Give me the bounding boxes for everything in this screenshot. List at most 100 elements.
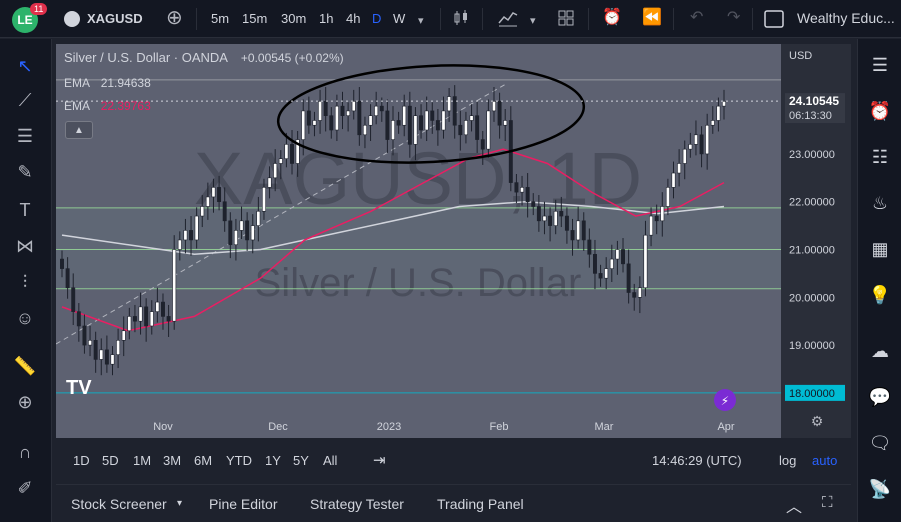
chevron-down-icon[interactable]: ▾	[530, 15, 536, 27]
streams-icon[interactable]: ☁	[871, 340, 889, 361]
range-1m[interactable]: 1M	[133, 453, 152, 468]
hand-drawn-ellipse[interactable]	[276, 58, 587, 170]
hotlist-icon[interactable]: ♨	[871, 192, 889, 213]
maximize-panel-icon[interactable]: ⛶	[822, 494, 833, 511]
candle	[88, 340, 93, 346]
candle	[166, 316, 171, 322]
interval-d[interactable]: D	[372, 11, 382, 26]
indicators-icon[interactable]	[498, 9, 518, 32]
candle	[514, 182, 519, 193]
emoji-icon[interactable]: ☺	[15, 307, 35, 328]
last-price-label: 24.10545 06:13:30	[56, 93, 845, 124]
candle	[604, 268, 609, 279]
tab-stock-screener[interactable]: Stock Screener	[71, 496, 167, 512]
collapse-panel-icon[interactable]: ︿	[786, 499, 803, 516]
candle	[632, 292, 637, 298]
settings-gear-icon[interactable]: ⚙	[811, 414, 824, 430]
candle	[430, 110, 435, 121]
interval-4h[interactable]: 4h	[346, 11, 361, 26]
ruler-icon[interactable]: 📏	[13, 355, 37, 376]
symbol-search[interactable]: XAGUSD	[87, 11, 143, 26]
tab-trading-panel[interactable]: Trading Panel	[437, 496, 524, 512]
range-5y[interactable]: 5Y	[293, 453, 309, 468]
range-5d[interactable]: 5D	[102, 453, 119, 468]
currency-label[interactable]: USD	[789, 50, 812, 62]
redo-icon[interactable]: ↷	[727, 9, 741, 26]
range-ytd[interactable]: YTD	[226, 453, 252, 468]
chevron-down-icon[interactable]: ▾	[418, 15, 424, 27]
text-icon[interactable]: T	[19, 199, 31, 220]
layout-grid-icon[interactable]	[557, 9, 575, 32]
chart-pane[interactable]: XAGUSD, 1D Silver / U.S. Dollar 19.00000…	[55, 44, 851, 438]
candle	[127, 316, 132, 332]
interval-30m[interactable]: 30m	[281, 11, 307, 26]
right-widget-bar: ☰ ⏰ ☷ ♨ ▦ 💡 ☁ 💬 🗨 📡	[857, 39, 901, 522]
trend-line[interactable]	[55, 83, 507, 345]
range-3m[interactable]: 3M	[163, 453, 182, 468]
candle	[407, 105, 412, 145]
candle	[396, 120, 401, 126]
ideas-icon[interactable]: 💡	[868, 284, 892, 305]
date-range-calendar-icon[interactable]: ⇥	[373, 452, 386, 469]
data-window-icon[interactable]: ☷	[871, 146, 889, 167]
ema-legend-1[interactable]: EMA 21.94638	[64, 76, 151, 90]
symbol-title[interactable]: Silver / U.S. Dollar · OANDA	[64, 50, 228, 65]
calendar-icon[interactable]: ▦	[871, 238, 889, 259]
ema-legend-2[interactable]: EMA 22.39763	[64, 99, 151, 113]
last-price-value: 24.10545	[789, 94, 839, 108]
prediction-icon[interactable]: ⫶	[22, 271, 28, 292]
lock-drawings-icon[interactable]: ✐	[17, 477, 33, 498]
signal-icon[interactable]: 📡	[868, 478, 892, 499]
range-1y[interactable]: 1Y	[265, 453, 281, 468]
candle	[716, 105, 721, 121]
drawing-toolbar: ↖ ⟋ ☰ ✎ T ⋈ ⫶ ☺ 📏 ⊕ ∩ ✐	[0, 39, 52, 522]
candle	[116, 340, 121, 355]
interval-5m[interactable]: 5m	[211, 11, 230, 26]
alerts-icon[interactable]: ⏰	[868, 100, 892, 121]
interval-1h[interactable]: 1h	[319, 11, 334, 26]
candle	[722, 101, 726, 107]
add-symbol-icon[interactable]: ⊕	[166, 7, 183, 29]
layout-name[interactable]: Wealthy Educ...	[797, 10, 895, 26]
chevron-down-icon[interactable]: ▾	[177, 498, 183, 509]
cursor-icon[interactable]: ↖	[17, 55, 33, 76]
interval-15m[interactable]: 15m	[242, 11, 268, 26]
divider	[196, 8, 197, 30]
candle	[688, 144, 693, 150]
magnet-icon[interactable]: ∩	[18, 441, 32, 462]
trendline-icon[interactable]: ⟋	[18, 89, 32, 110]
tab-strategy-tester[interactable]: Strategy Tester	[310, 496, 404, 512]
messages-icon[interactable]: 🗨	[868, 432, 892, 453]
pattern-icon[interactable]: ⋈	[16, 235, 34, 256]
brush-icon[interactable]: ✎	[17, 161, 33, 182]
zoom-icon[interactable]: ⊕	[17, 391, 33, 412]
clock[interactable]: 14:46:29 (UTC)	[652, 453, 742, 468]
time-tick-label: Dec	[268, 421, 288, 433]
candle-type-icon[interactable]	[452, 9, 470, 32]
candle	[250, 225, 255, 241]
lightning-icon[interactable]	[714, 389, 736, 411]
candle	[233, 230, 238, 246]
fullscreen-box-icon[interactable]	[764, 10, 784, 33]
candle	[424, 110, 429, 131]
undo-icon[interactable]: ↶	[690, 9, 704, 26]
alert-clock-icon[interactable]: ⏰	[602, 9, 622, 26]
range-1d[interactable]: 1D	[73, 453, 90, 468]
candle	[469, 115, 474, 121]
tab-pine-editor[interactable]: Pine Editor	[209, 496, 278, 512]
auto-toggle[interactable]: auto	[812, 453, 838, 468]
range-6m[interactable]: 6M	[194, 453, 213, 468]
candle	[155, 301, 160, 312]
log-toggle[interactable]: log	[779, 453, 797, 468]
candle	[458, 124, 463, 136]
candle	[217, 187, 222, 203]
interval-w[interactable]: W	[393, 11, 406, 26]
collapse-legend-button[interactable]: ▲	[65, 121, 93, 139]
fib-icon[interactable]: ☰	[16, 125, 34, 146]
chats-icon[interactable]: 💬	[868, 386, 892, 407]
range-all[interactable]: All	[323, 453, 338, 468]
price-chart[interactable]: XAGUSD, 1D Silver / U.S. Dollar 19.00000…	[55, 44, 851, 438]
replay-icon[interactable]: ⏪	[642, 9, 662, 26]
watchlist-icon[interactable]: ☰	[871, 54, 889, 75]
candle	[245, 220, 250, 241]
